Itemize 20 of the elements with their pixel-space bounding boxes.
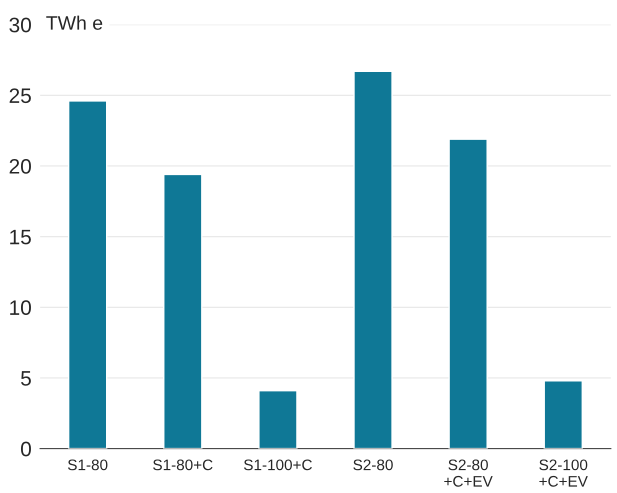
y-axis-title: TWh e — [46, 16, 102, 30]
x-tick-label: S2-80 +C+EV — [444, 459, 493, 487]
x-tick-label: S1-80+C — [153, 459, 213, 470]
y-tick-label: 25 — [10, 88, 31, 104]
bar — [68, 100, 108, 449]
y-tick-label: 10 — [10, 300, 31, 316]
x-tick-label: S1-100+C — [244, 459, 312, 470]
bar — [163, 174, 203, 449]
bar — [353, 70, 393, 449]
y-tick-label: 20 — [10, 158, 31, 174]
bar — [258, 390, 298, 449]
y-tick-label: 5 — [21, 371, 31, 386]
bar — [544, 380, 583, 449]
x-tick-label: S2-100 +C+EV — [539, 459, 588, 487]
bar — [448, 138, 488, 449]
y-tick-label: 0 — [21, 442, 31, 456]
y-tick-label: 30 — [9, 18, 31, 32]
x-tick-label: S2-80 — [353, 459, 393, 470]
x-tick-label: S1-80 — [68, 459, 108, 470]
y-tick-label: 15 — [10, 230, 31, 244]
